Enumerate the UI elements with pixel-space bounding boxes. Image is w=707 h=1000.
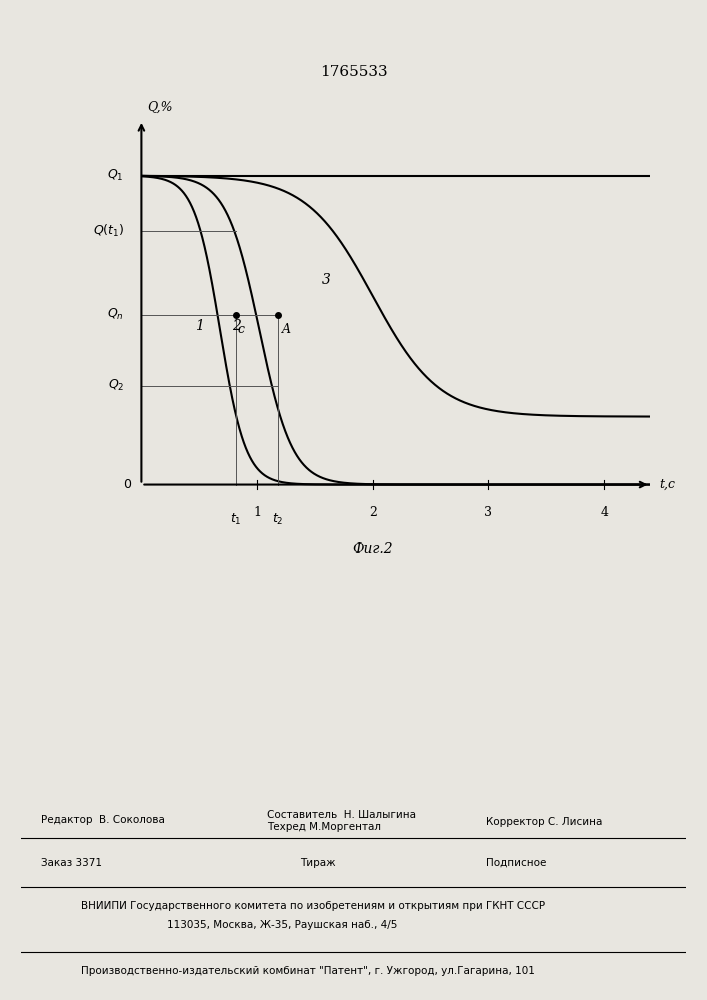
Text: 3: 3 <box>484 506 493 519</box>
Text: Составитель  Н. Шалыгина: Составитель Н. Шалыгина <box>267 810 416 820</box>
Text: t,c: t,c <box>660 478 676 491</box>
Text: 1: 1 <box>195 319 204 333</box>
Text: 113035, Москва, Ж-35, Раушская наб., 4/5: 113035, Москва, Ж-35, Раушская наб., 4/5 <box>168 920 398 930</box>
Text: $t_1$: $t_1$ <box>230 512 242 527</box>
Text: Производственно-издательский комбинат "Патент", г. Ужгород, ул.Гагарина, 101: Производственно-издательский комбинат "П… <box>81 966 535 976</box>
Text: Фиг.2: Фиг.2 <box>353 542 393 556</box>
Text: c: c <box>238 323 245 336</box>
Text: Тираж: Тираж <box>300 858 336 868</box>
Text: 2: 2 <box>232 319 240 333</box>
Text: $Q_2$: $Q_2$ <box>107 378 124 393</box>
Text: Редактор  В. Соколова: Редактор В. Соколова <box>41 815 165 825</box>
Text: 1: 1 <box>253 506 261 519</box>
Text: $Q_n$: $Q_n$ <box>107 307 124 322</box>
Text: ВНИИПИ Государственного комитета по изобретениям и открытиям при ГКНТ СССР: ВНИИПИ Государственного комитета по изоб… <box>81 901 545 911</box>
Text: $t_2$: $t_2$ <box>272 512 284 527</box>
Text: Q,%: Q,% <box>147 101 173 114</box>
Text: $Q(t_1)$: $Q(t_1)$ <box>93 223 124 239</box>
Text: Подписное: Подписное <box>486 858 547 868</box>
Text: Техред М.Моргентал: Техред М.Моргентал <box>267 822 381 832</box>
Text: Заказ 3371: Заказ 3371 <box>41 858 102 868</box>
Text: Корректор С. Лисина: Корректор С. Лисина <box>486 817 603 827</box>
Text: $0$: $0$ <box>123 478 132 491</box>
Text: A: A <box>281 323 291 336</box>
Text: 2: 2 <box>369 506 377 519</box>
Text: 4: 4 <box>600 506 608 519</box>
Text: 1765533: 1765533 <box>320 65 387 79</box>
Text: 3: 3 <box>322 273 331 287</box>
Text: $Q_1$: $Q_1$ <box>107 168 124 183</box>
